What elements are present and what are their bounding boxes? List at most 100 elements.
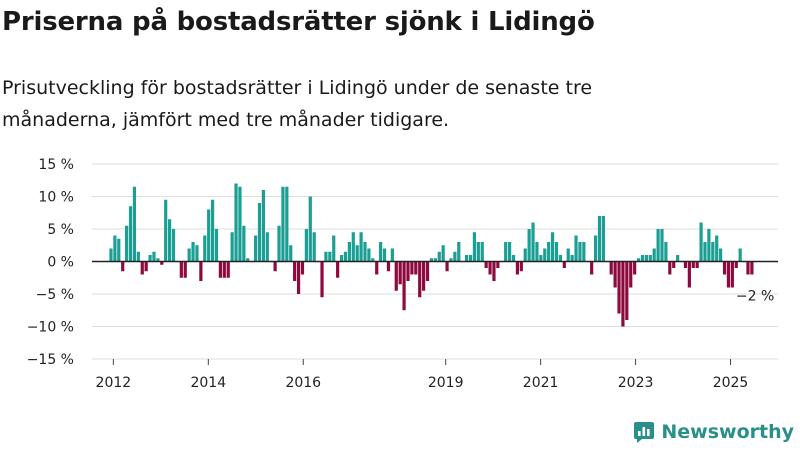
- bar: [347, 242, 351, 262]
- x-tick-label: 2023: [618, 375, 654, 391]
- bar: [472, 232, 477, 262]
- bar: [746, 261, 750, 275]
- bar: [550, 232, 555, 262]
- bar: [480, 242, 484, 262]
- bar: [617, 261, 621, 314]
- bar: [328, 251, 332, 262]
- bar: [386, 261, 391, 272]
- bar: [543, 248, 547, 262]
- bar: [171, 229, 176, 262]
- bar: [683, 261, 688, 268]
- bar: [570, 255, 574, 262]
- bar: [539, 255, 543, 262]
- bar: [132, 186, 137, 262]
- bar: [296, 261, 301, 294]
- bar: [496, 261, 500, 268]
- bar: [402, 261, 406, 311]
- bar: [523, 248, 527, 262]
- bar: [214, 229, 219, 262]
- bar: [531, 222, 535, 262]
- bar: [535, 242, 539, 262]
- bar: [750, 261, 754, 275]
- bar: [128, 206, 133, 262]
- y-tick-label: −5 %: [36, 287, 74, 303]
- bar: [324, 251, 328, 262]
- y-tick-label: 0 %: [47, 255, 74, 271]
- bar: [613, 261, 617, 288]
- bar: [676, 255, 680, 262]
- bar: [492, 261, 496, 281]
- bar: [738, 248, 742, 262]
- bar: [289, 245, 293, 262]
- bar: [168, 219, 172, 262]
- bar: [547, 242, 551, 262]
- x-tick-label: 2019: [428, 375, 464, 391]
- bar: [441, 245, 445, 262]
- chart-title: Priserna på bostadsrätter sjönk i Liding…: [2, 7, 595, 37]
- bar: [394, 261, 398, 291]
- bar: [140, 261, 144, 275]
- x-tick-label: 2016: [285, 375, 321, 391]
- bar: [199, 261, 203, 281]
- bar: [445, 261, 449, 272]
- bar: [339, 255, 344, 262]
- chart-subtitle: Prisutveckling för bostadsrätter i Lidin…: [2, 77, 593, 131]
- bar: [207, 209, 211, 262]
- y-tick-label: 15 %: [38, 157, 74, 173]
- bar: [457, 242, 461, 262]
- bar: [257, 203, 262, 262]
- bar: [707, 229, 711, 262]
- bar: [363, 242, 367, 262]
- bar: [582, 242, 586, 262]
- bar: [183, 261, 187, 278]
- bar: [597, 216, 602, 262]
- bar: [504, 242, 508, 262]
- bar: [621, 261, 625, 327]
- x-axis-ticks: 2012 2014 2016 2019 2021 2023 2025: [96, 359, 748, 391]
- bar: [515, 261, 520, 275]
- bar: [351, 232, 355, 262]
- bar: [379, 242, 383, 262]
- bar: [554, 242, 559, 262]
- bar: [242, 225, 246, 262]
- bar: [625, 261, 629, 320]
- bar: [476, 242, 480, 262]
- bars: [109, 183, 754, 327]
- bar: [425, 261, 430, 281]
- bar: [527, 229, 531, 262]
- bar: [722, 261, 727, 275]
- bar: [449, 258, 453, 262]
- bar: [234, 183, 238, 262]
- bar: [406, 261, 410, 281]
- bar: [343, 251, 348, 262]
- bar: [488, 261, 492, 275]
- bar: [156, 258, 160, 262]
- y-tick-label: 5 %: [47, 222, 74, 238]
- bar: [672, 261, 676, 268]
- bar: [125, 225, 129, 262]
- bar: [691, 261, 695, 268]
- bar: [375, 261, 379, 275]
- bar: [160, 261, 164, 265]
- bar: [261, 190, 265, 262]
- bar: [148, 255, 152, 262]
- bar: [414, 261, 418, 275]
- bar: [230, 232, 234, 262]
- bar: [574, 235, 578, 262]
- bar: [273, 261, 277, 272]
- bar: [382, 248, 387, 262]
- newsworthy-logo: Newsworthy: [633, 420, 794, 444]
- bar: [300, 261, 305, 275]
- bar: [453, 251, 457, 262]
- bar: [652, 248, 656, 262]
- bar: [332, 235, 336, 262]
- bar: [312, 232, 316, 262]
- bar: [320, 261, 324, 298]
- bar: [371, 258, 375, 262]
- brand-name: Newsworthy: [661, 421, 794, 443]
- y-tick-label: 10 %: [38, 190, 74, 206]
- bar: [238, 186, 242, 262]
- bar: [285, 186, 289, 262]
- bar: [699, 222, 703, 262]
- bar-chart-logo-icon: [634, 422, 655, 443]
